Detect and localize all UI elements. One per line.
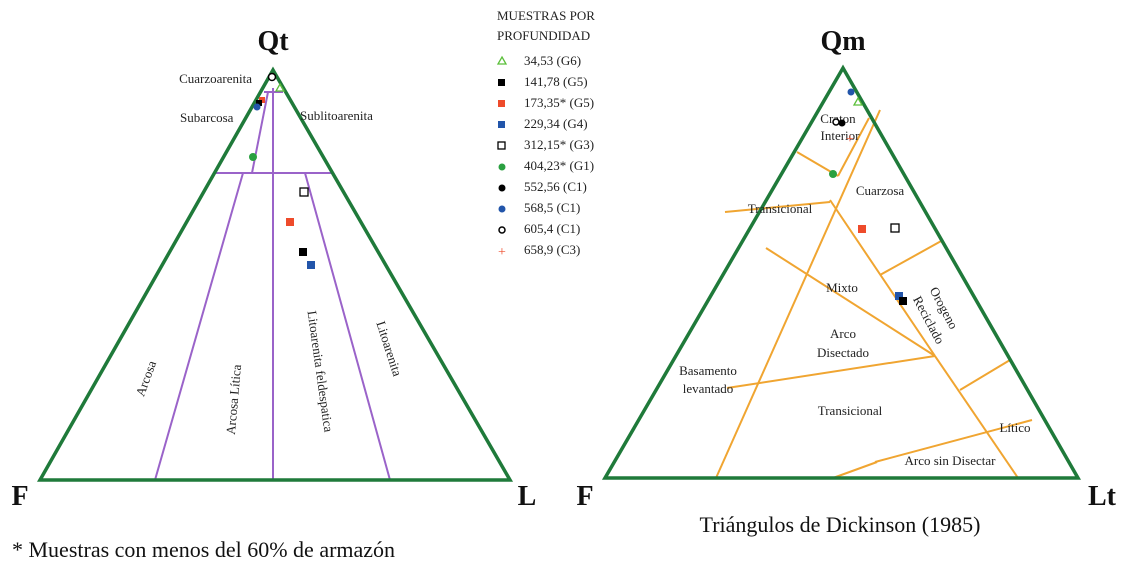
sample-point bbox=[249, 153, 257, 161]
legend-title: MUESTRAS POR bbox=[497, 8, 595, 23]
sample-point bbox=[852, 96, 864, 106]
field-label: Litoarenita feldespatica bbox=[305, 310, 337, 433]
boundary bbox=[715, 109, 881, 479]
field-label: Interior bbox=[821, 128, 861, 143]
field-label: Craton bbox=[820, 111, 856, 126]
legend-marker bbox=[498, 226, 506, 234]
legend-marker: + bbox=[498, 245, 506, 260]
field-label: Basamento bbox=[679, 363, 737, 378]
triangle bbox=[36, 66, 514, 482]
field-label: Disectado bbox=[817, 345, 869, 360]
legend-entry: 34,53 (G6) bbox=[524, 53, 581, 68]
triangle bbox=[601, 64, 1082, 480]
legend-entries: 34,53 (G6) 141,78 (G5) 173,35* (G5) 229,34 … bbox=[524, 53, 594, 257]
sample-point bbox=[832, 118, 840, 126]
field-label: Subarcosa bbox=[180, 110, 234, 125]
field-label: Arcosa bbox=[132, 358, 159, 398]
legend-title: PROFUNDIDAD bbox=[497, 28, 590, 43]
field-label: Transicional bbox=[818, 403, 883, 418]
legend-entry: 141,78 (G5) bbox=[524, 74, 588, 89]
boundary bbox=[829, 199, 936, 357]
field-label: Lítico bbox=[999, 420, 1030, 435]
boundary bbox=[832, 461, 878, 479]
legend-entry: 568,5 (C1) bbox=[524, 200, 580, 215]
legend-marker bbox=[497, 141, 506, 150]
sample-point bbox=[890, 223, 900, 233]
boundary bbox=[879, 239, 944, 276]
legend-marker bbox=[498, 205, 506, 213]
legend-marker bbox=[498, 100, 505, 107]
legend-entry: 173,35* (G5) bbox=[524, 95, 594, 110]
legend-marker bbox=[498, 79, 505, 86]
boundary bbox=[304, 172, 391, 481]
apex-label: F bbox=[11, 481, 28, 512]
boundary bbox=[837, 117, 870, 177]
sample-point bbox=[256, 100, 262, 106]
field-label: Cuarzosa bbox=[856, 183, 905, 198]
sample-point bbox=[858, 225, 866, 233]
sample-point bbox=[299, 248, 307, 256]
field-label: Sublitoarenita bbox=[300, 108, 373, 123]
boundary bbox=[154, 172, 244, 481]
sample-point bbox=[895, 292, 903, 300]
field-label: Litoarenita bbox=[373, 319, 405, 378]
legend-entry: 605,4 (C1) bbox=[524, 221, 580, 236]
apex-label: L bbox=[518, 481, 537, 512]
apex-label: Qt bbox=[257, 26, 289, 57]
apex-label: Qm bbox=[820, 26, 865, 57]
left-diagram: Qt F L Cuarzoarenita Subarcosa Sublitoar… bbox=[11, 26, 536, 512]
boundary bbox=[959, 359, 1011, 391]
sample-point bbox=[267, 72, 277, 82]
sample-point bbox=[253, 103, 261, 111]
legend-entry: 552,56 (C1) bbox=[524, 179, 587, 194]
right-diagram: Qm F Lt Craton Interior Cuarzosa Transic… bbox=[576, 26, 1116, 537]
field-label: Arco sin Disectar bbox=[905, 453, 997, 468]
legend-marker bbox=[496, 55, 508, 65]
caption: Triángulos de Dickinson (1985) bbox=[700, 512, 981, 537]
legend-marker bbox=[498, 163, 506, 171]
sample-point bbox=[274, 82, 286, 92]
boundary bbox=[765, 247, 936, 357]
sample-point bbox=[899, 297, 907, 305]
boundary bbox=[934, 355, 1019, 479]
legend-entry: 312,15* (G3) bbox=[524, 137, 594, 152]
sample-point bbox=[838, 119, 846, 127]
footnote: * Muestras con menos del 60% de armazón bbox=[12, 537, 395, 562]
legend: MUESTRAS POR PROFUNDIDAD + 34,53 (G6) 141… bbox=[496, 8, 595, 260]
field-label: Mixto bbox=[826, 280, 858, 295]
field-label: Cuarzoarenita bbox=[179, 71, 252, 86]
sample-point bbox=[829, 170, 837, 178]
sample-point: + bbox=[846, 132, 854, 147]
field-label: Transicional bbox=[748, 201, 813, 216]
boundary bbox=[726, 355, 936, 389]
legend-entry: 229,34 (G4) bbox=[524, 116, 588, 131]
sample-point bbox=[847, 88, 855, 96]
sample-point bbox=[299, 187, 309, 197]
boundary bbox=[724, 201, 831, 213]
field-label: Arco bbox=[830, 326, 856, 341]
apex-label: F bbox=[576, 481, 593, 512]
boundary bbox=[874, 419, 1033, 463]
sample-point bbox=[286, 218, 294, 226]
field-label: Arcosa Lítica bbox=[223, 364, 244, 436]
legend-marker bbox=[498, 184, 506, 192]
legend-marker bbox=[498, 121, 505, 128]
legend-entry: 658,9 (C3) bbox=[524, 242, 580, 257]
legend-entry: 404,23* (G1) bbox=[524, 158, 594, 173]
sample-point bbox=[307, 261, 315, 269]
field-label: levantado bbox=[683, 381, 734, 396]
apex-label: Lt bbox=[1088, 481, 1117, 512]
